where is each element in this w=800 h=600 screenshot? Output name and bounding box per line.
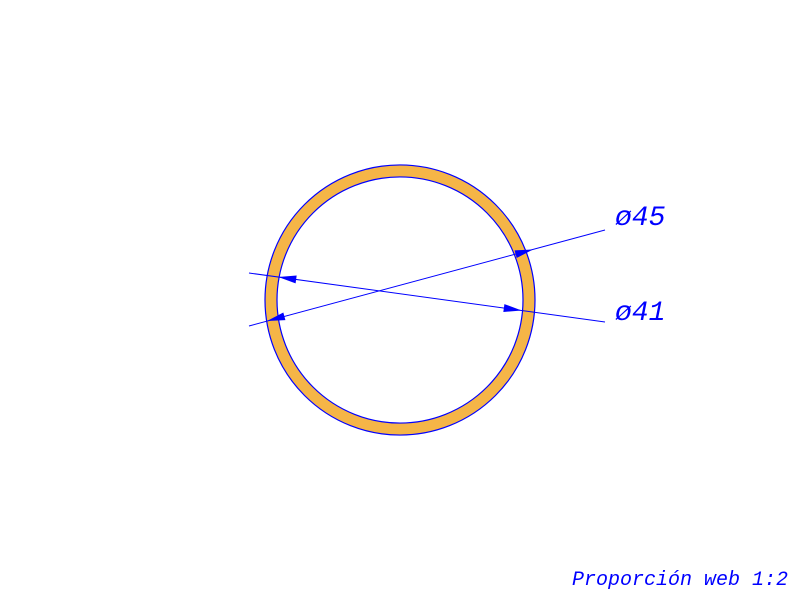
dimension-inner-diameter: ø41	[249, 273, 665, 329]
dimension-line	[249, 230, 605, 326]
dimension-label-outer: ø45	[615, 203, 666, 234]
tube-cross-section	[265, 165, 535, 435]
dimension-outer-diameter: ø45	[249, 203, 666, 326]
drawing-canvas: ø45 ø41 Proporción web 1:2	[0, 0, 800, 600]
arrowhead-left	[278, 273, 297, 283]
arrowhead-right	[503, 304, 522, 314]
dimension-label-inner: ø41	[615, 298, 665, 329]
dimension-line	[249, 273, 605, 322]
scale-footer-text: Proporción web 1:2	[572, 569, 788, 592]
